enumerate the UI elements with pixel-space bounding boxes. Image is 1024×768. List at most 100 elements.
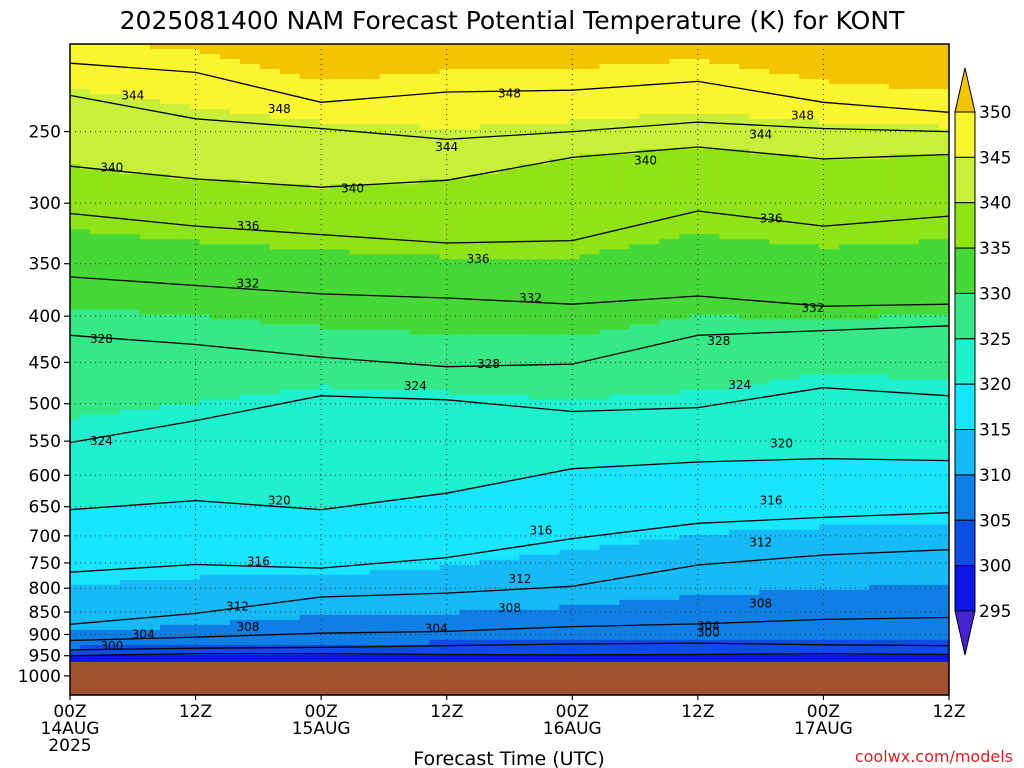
field-cell [219,414,231,421]
field-cell [159,419,171,426]
field-cell [339,79,351,85]
field-cell [89,514,101,521]
field-cell [189,404,201,411]
field-cell [149,414,161,421]
field-cell [139,374,151,381]
field-cell [119,114,131,120]
field-cell [199,124,211,130]
field-cell [409,239,421,245]
field-cell [99,499,111,506]
field-cell [189,309,201,316]
field-cell [99,284,111,290]
field-cell [359,294,371,300]
field-cell [89,469,101,476]
field-cell [299,114,311,120]
field-cell [209,409,221,416]
field-cell [209,229,221,235]
field-cell [299,259,311,265]
field-cell [199,294,211,300]
field-cell [419,354,431,361]
field-cell [259,309,271,316]
field-cell [429,429,441,436]
field-cell [439,569,451,576]
field-cell [259,144,271,150]
field-cell [379,164,391,170]
field-cell [89,604,101,611]
field-cell [329,454,341,461]
field-cell [159,624,171,631]
field-cell [229,244,241,250]
field-cell [99,279,111,285]
field-cell [199,414,211,421]
field-cell [249,504,261,511]
field-cell [369,199,381,205]
field-cell [339,169,351,175]
field-cell [89,99,101,105]
field-cell [419,269,431,275]
field-cell [249,244,261,250]
field-cell [349,259,361,265]
field-cell [199,269,211,275]
field-cell [319,544,331,551]
field-cell [399,554,411,561]
field-cell [179,59,191,65]
field-cell [409,279,421,285]
field-cell [349,134,361,140]
field-cell [109,194,121,200]
field-cell [419,394,431,401]
field-cell [439,614,451,621]
field-cell [149,244,161,250]
field-cell [399,414,411,421]
field-cell [169,439,181,446]
field-cell [329,524,341,531]
field-cell [149,469,161,476]
field-cell [389,329,401,336]
field-cell [419,199,431,205]
field-cell [349,559,361,566]
field-cell [329,319,341,326]
field-cell [189,604,201,611]
field-cell [109,289,121,295]
field-cell [239,339,251,346]
field-cell [309,174,321,180]
field-cell [259,239,271,245]
field-cell [179,174,191,180]
field-cell [399,569,411,576]
field-cell [339,114,351,120]
field-cell [379,504,391,511]
field-cell [79,59,91,65]
field-cell [389,574,401,581]
field-cell [129,589,141,596]
field-cell [159,404,171,411]
field-cell [329,54,341,60]
field-cell [229,94,241,100]
field-cell [439,564,451,571]
field-cell [249,274,261,280]
field-cell [359,649,371,656]
field-cell [299,99,311,105]
field-cell [379,284,391,290]
field-cell [419,339,431,346]
field-cell [439,64,451,70]
field-cell [129,619,141,626]
field-cell [109,284,121,290]
field-cell [70,434,81,441]
field-cell [119,444,131,451]
field-cell [229,354,241,361]
field-cell [199,459,211,466]
field-cell [139,649,151,656]
field-cell [259,414,271,421]
field-cell [169,639,181,646]
field-cell [99,404,111,411]
field-cell [319,144,331,150]
field-cell [129,334,141,341]
field-cell [199,474,211,481]
field-cell [239,334,251,341]
field-cell [339,329,351,336]
field-cell [119,344,131,351]
field-cell [269,94,281,100]
field-cell [209,104,221,110]
field-cell [179,549,191,556]
field-cell [89,534,101,541]
field-cell [139,579,151,586]
